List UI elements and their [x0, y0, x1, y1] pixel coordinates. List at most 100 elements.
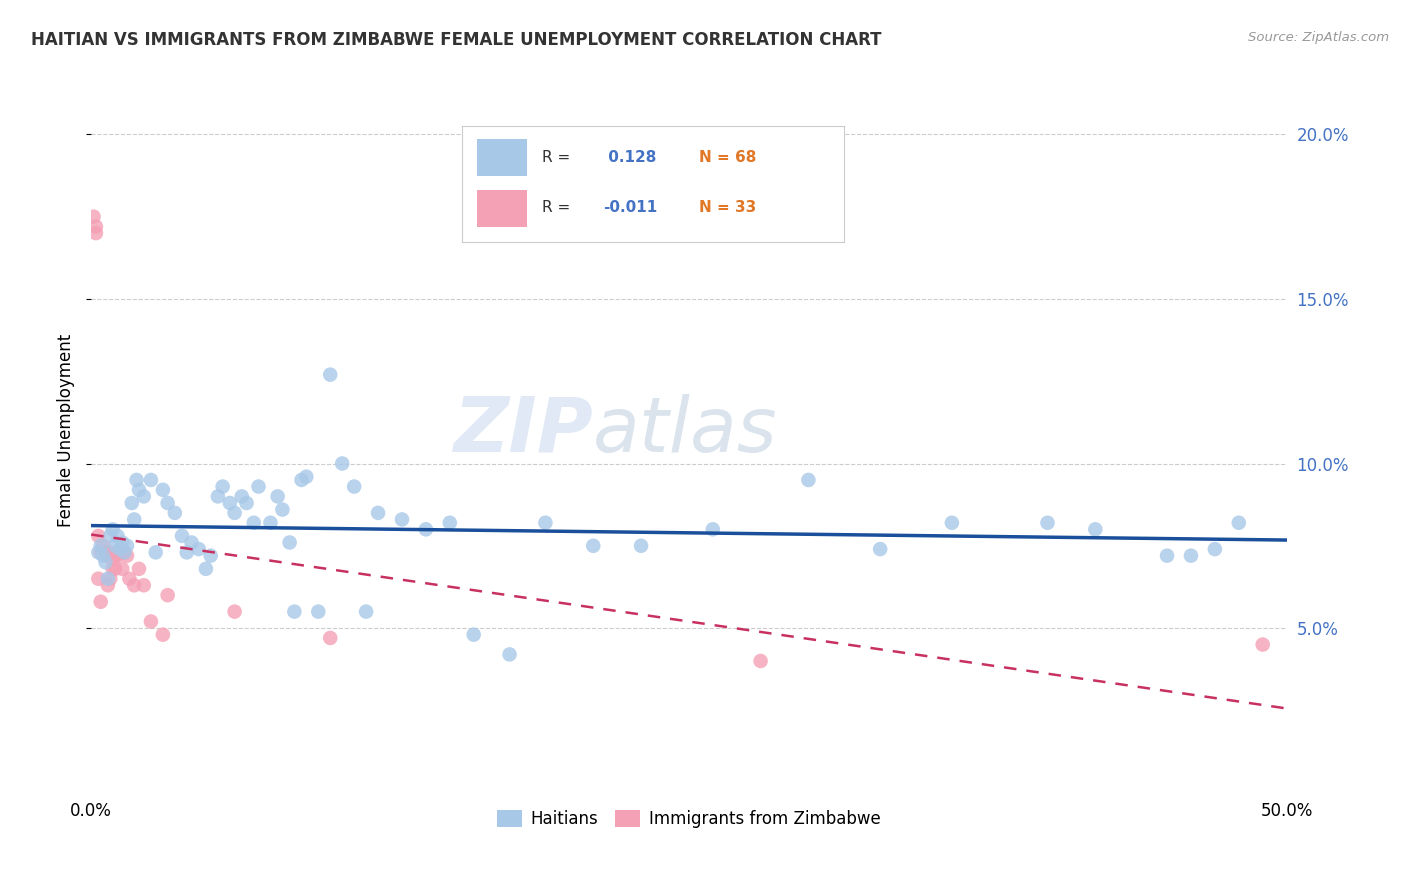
Point: [125, 473, 148, 487]
Point: [97, 549, 120, 563]
Point: [107, 549, 129, 563]
Point: [104, 562, 127, 576]
Point: [118, 572, 141, 586]
Point: [98, 545, 121, 559]
Point: [439, 516, 461, 530]
Point: [869, 542, 891, 557]
Point: [114, 545, 136, 559]
Point: [307, 605, 329, 619]
Text: ZIP: ZIP: [454, 393, 593, 467]
Point: [266, 490, 288, 504]
Point: [187, 542, 209, 557]
Point: [271, 502, 294, 516]
Point: [156, 496, 179, 510]
Point: [90, 595, 112, 609]
Point: [132, 490, 155, 504]
Point: [115, 539, 138, 553]
Point: [235, 496, 257, 510]
Point: [91, 539, 114, 553]
Point: [111, 562, 134, 576]
Point: [319, 368, 342, 382]
Legend: Haitians, Immigrants from Zimbabwe: Haitians, Immigrants from Zimbabwe: [491, 804, 887, 835]
Point: [121, 496, 143, 510]
Point: [278, 535, 301, 549]
Point: [87, 529, 110, 543]
Point: [1227, 516, 1250, 530]
Point: [101, 552, 124, 566]
Point: [290, 473, 312, 487]
Point: [90, 539, 112, 553]
Point: [194, 562, 217, 576]
Point: [122, 512, 145, 526]
Point: [319, 631, 342, 645]
Point: [1180, 549, 1202, 563]
Point: [87, 572, 110, 586]
Point: [231, 490, 253, 504]
Point: [101, 522, 124, 536]
Point: [145, 545, 167, 559]
Point: [391, 512, 413, 526]
Point: [139, 615, 162, 629]
Point: [114, 545, 136, 559]
Point: [534, 516, 557, 530]
Point: [295, 469, 318, 483]
Point: [218, 496, 240, 510]
Point: [104, 549, 127, 563]
Point: [180, 535, 202, 549]
Point: [101, 562, 124, 576]
Y-axis label: Female Unemployment: Female Unemployment: [58, 334, 75, 527]
Point: [242, 516, 264, 530]
Point: [128, 562, 150, 576]
Point: [152, 483, 174, 497]
Point: [463, 628, 485, 642]
Point: [224, 506, 246, 520]
Point: [83, 210, 105, 224]
Point: [152, 628, 174, 642]
Point: [1156, 549, 1178, 563]
Point: [122, 578, 145, 592]
Point: [91, 549, 114, 563]
Point: [97, 572, 120, 586]
Point: [107, 529, 129, 543]
Point: [176, 545, 198, 559]
Point: [630, 539, 652, 553]
Point: [170, 529, 193, 543]
Point: [498, 648, 520, 662]
Point: [797, 473, 820, 487]
Point: [1084, 522, 1107, 536]
Point: [224, 605, 246, 619]
Point: [211, 479, 233, 493]
Point: [200, 549, 222, 563]
Text: atlas: atlas: [593, 393, 778, 467]
Point: [115, 549, 138, 563]
Point: [330, 457, 353, 471]
Point: [163, 506, 186, 520]
Point: [108, 545, 131, 559]
Point: [1204, 542, 1226, 557]
Point: [156, 588, 179, 602]
Point: [259, 516, 281, 530]
Point: [343, 479, 366, 493]
Point: [104, 539, 127, 553]
Point: [87, 545, 110, 559]
Point: [702, 522, 724, 536]
Point: [98, 572, 121, 586]
Point: [84, 226, 107, 240]
Text: Source: ZipAtlas.com: Source: ZipAtlas.com: [1249, 31, 1389, 45]
Point: [415, 522, 437, 536]
Point: [128, 483, 150, 497]
Point: [367, 506, 389, 520]
Point: [108, 542, 131, 557]
Point: [90, 545, 112, 559]
Text: HAITIAN VS IMMIGRANTS FROM ZIMBABWE FEMALE UNEMPLOYMENT CORRELATION CHART: HAITIAN VS IMMIGRANTS FROM ZIMBABWE FEMA…: [31, 31, 882, 49]
Point: [97, 578, 120, 592]
Point: [1036, 516, 1059, 530]
Point: [111, 535, 134, 549]
Point: [941, 516, 963, 530]
Point: [132, 578, 155, 592]
Point: [98, 529, 121, 543]
Point: [582, 539, 605, 553]
Point: [139, 473, 162, 487]
Point: [247, 479, 270, 493]
Point: [84, 219, 107, 234]
